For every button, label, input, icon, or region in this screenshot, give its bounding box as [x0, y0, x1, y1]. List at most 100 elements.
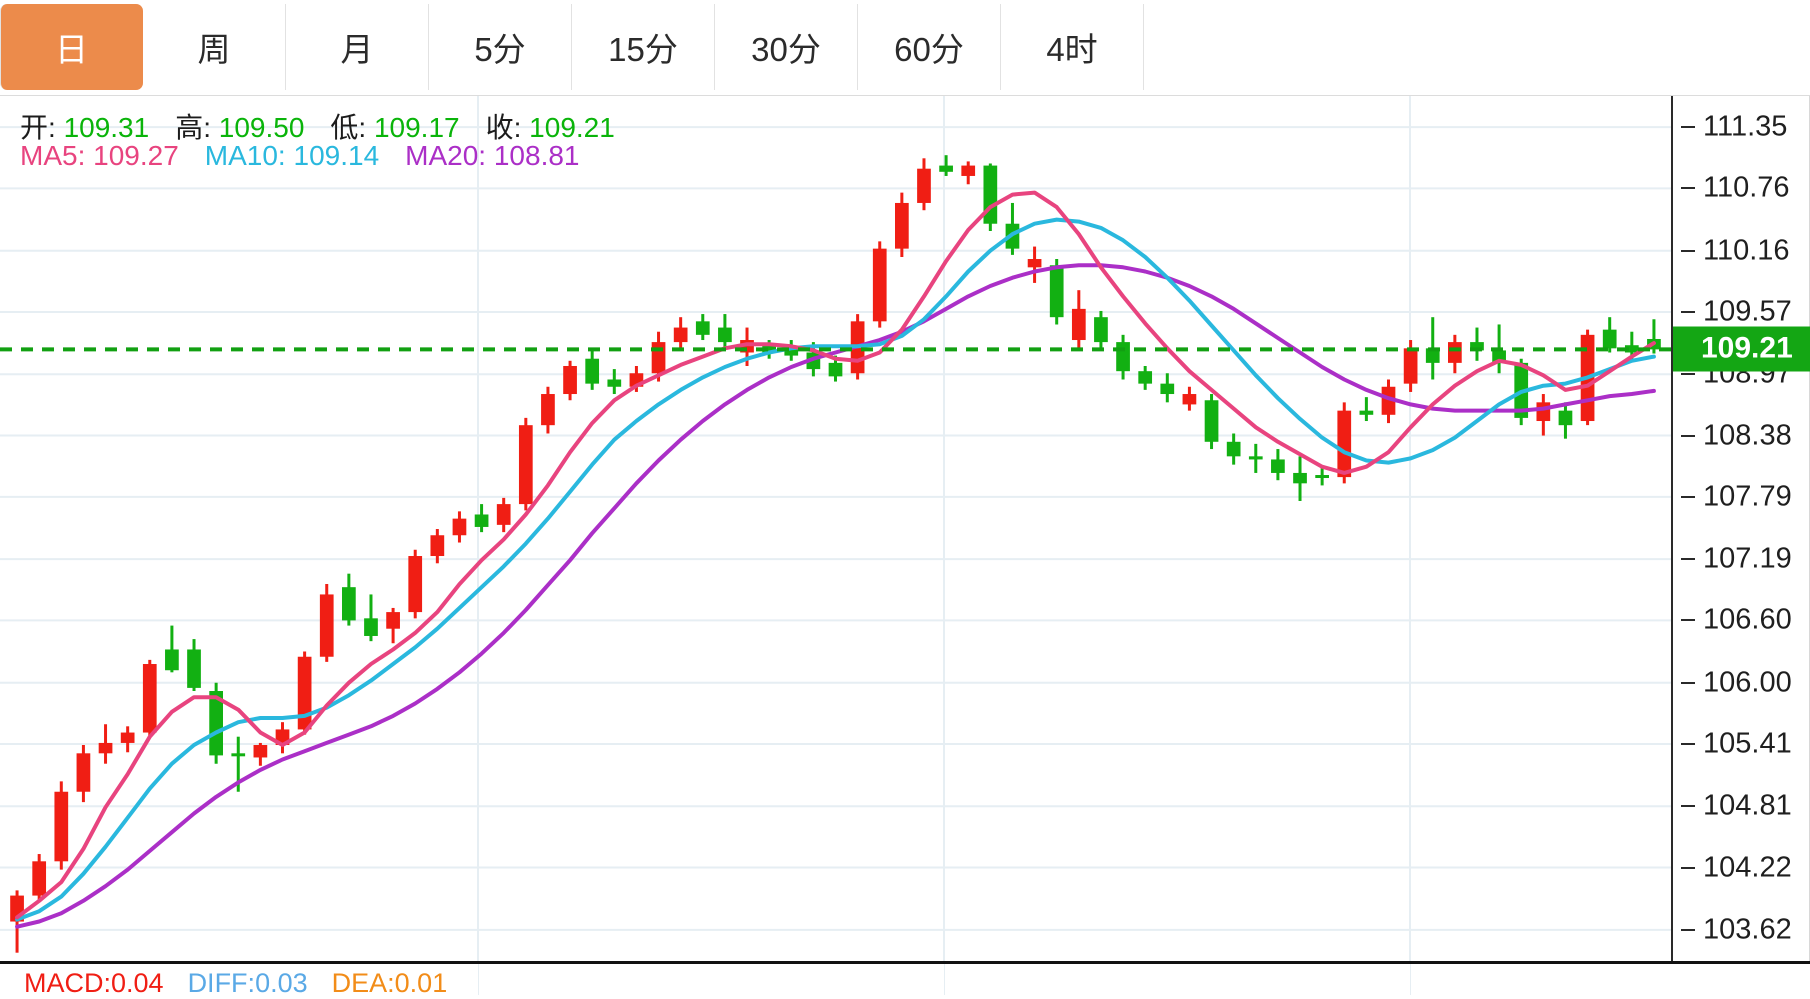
period-tab-2[interactable]: 月: [286, 4, 429, 90]
ma20-value: 108.81: [493, 140, 580, 171]
candlestick: [319, 584, 334, 662]
candlestick: [1226, 433, 1241, 465]
period-tab-label: 周: [197, 31, 231, 68]
ma10-value: 109.14: [293, 140, 380, 171]
candlestick: [386, 607, 400, 644]
axis-tick: [1681, 681, 1695, 684]
candlestick: [1005, 202, 1020, 255]
candlestick: [1027, 246, 1042, 283]
candlestick: [872, 241, 887, 328]
candlestick: [54, 781, 69, 870]
candlestick: [1315, 466, 1329, 486]
axis-tick-label: 109.57: [1703, 295, 1792, 328]
axis-tick-label: 107.79: [1703, 480, 1792, 513]
macd-legend: MACD:0.04 DIFF:0.03 DEA:0.01: [24, 968, 471, 999]
candlestick: [1448, 334, 1462, 374]
candlestick: [32, 854, 47, 901]
ma10-label: MA10:: [204, 140, 286, 171]
axis-tick-label: 108.38: [1703, 419, 1792, 452]
candlestick: [961, 161, 976, 185]
open-value: 109.31: [63, 112, 150, 143]
candlestick: [1094, 310, 1108, 349]
macd-value: 0.04: [111, 968, 164, 998]
axis-tick: [1681, 928, 1695, 931]
axis-tick-label: 106.60: [1703, 603, 1792, 636]
candlestick: [10, 890, 24, 953]
ma5-line: [15, 190, 1656, 920]
tabbar-spacer: [1144, 4, 1810, 90]
candlestick: [1359, 397, 1374, 422]
candlestick: [474, 504, 489, 533]
candlestick: [364, 594, 378, 642]
candlestick: [1138, 365, 1153, 390]
high-label: 高:: [175, 112, 211, 143]
candlestick: [1293, 456, 1307, 501]
candlestick: [607, 369, 622, 395]
price-axis: 111.35 110.76 110.16 109.57 108.97 108.38 107.…: [1673, 96, 1810, 961]
candlestick: [784, 340, 799, 361]
axis-tick: [1681, 310, 1695, 313]
period-tab-0[interactable]: 日: [0, 4, 143, 90]
period-tab-7[interactable]: 4时: [1001, 4, 1144, 90]
vertical-gridline: [478, 964, 479, 995]
candlestick: [1248, 443, 1263, 473]
period-tab-label: 月: [340, 31, 374, 68]
axis-tick-label: 107.19: [1703, 542, 1792, 575]
candlestick: [1337, 402, 1352, 484]
candlestick: [165, 625, 179, 673]
candlestick-plot-area[interactable]: 开: 109.31 高: 109.50 低: 109.17 收: 109.21 MA5…: [0, 96, 1673, 961]
axis-tick-label: 110.16: [1703, 234, 1790, 267]
period-tab-3[interactable]: 5分: [429, 4, 572, 90]
period-tabbar: 日 周 月 5分 15分 30分 60分 4时: [0, 4, 1810, 96]
low-value: 109.17: [373, 112, 460, 143]
axis-tick: [1681, 866, 1695, 869]
axis-tick-label: 106.00: [1703, 666, 1792, 699]
candlestick: [1470, 327, 1484, 361]
candlestick: [1071, 290, 1086, 349]
macd-label: MACD:: [24, 968, 111, 998]
candlestick: [895, 192, 909, 257]
axis-tick: [1681, 126, 1695, 129]
candlestick: [939, 155, 953, 176]
axis-tick: [1681, 373, 1695, 376]
vertical-gridline: [1410, 964, 1411, 995]
candlestick: [98, 724, 113, 764]
diff-label: DIFF:: [187, 968, 256, 998]
axis-tick-label: 104.81: [1703, 789, 1792, 822]
candlestick: [142, 659, 157, 737]
candlestick: [452, 511, 467, 543]
period-tab-1[interactable]: 周: [143, 4, 286, 90]
candlestick: [275, 722, 290, 754]
axis-tick: [1681, 805, 1695, 808]
period-tab-label: 日: [55, 31, 88, 68]
candlestick: [297, 651, 312, 735]
axis-tick: [1681, 187, 1695, 190]
axis-tick: [1681, 619, 1695, 622]
axis-tick-label: 105.41: [1703, 727, 1792, 760]
candlestick: [673, 317, 688, 349]
ma10-line: [15, 217, 1656, 922]
ma5-value: 109.27: [93, 140, 179, 171]
axis-tick: [1681, 249, 1695, 252]
period-tab-label: 30分: [751, 31, 821, 68]
candlestick: [1182, 386, 1197, 411]
candlestick: [1049, 259, 1064, 325]
close-value: 109.21: [529, 112, 615, 143]
candlestick: [563, 360, 577, 401]
candlestick: [1558, 402, 1573, 439]
dea-value: 0.01: [394, 968, 448, 998]
axis-tick-label: 111.35: [1703, 110, 1788, 143]
period-tab-6[interactable]: 60分: [858, 4, 1001, 90]
axis-tick: [1681, 558, 1695, 561]
candlestick: [1381, 379, 1396, 424]
macd-panel: MACD:0.04 DIFF:0.03 DEA:0.01: [0, 961, 1810, 998]
period-tab-5[interactable]: 30分: [715, 4, 858, 90]
period-tab-4[interactable]: 15分: [572, 4, 715, 90]
axis-tick: [1681, 495, 1695, 498]
candlestick: [76, 745, 91, 803]
candlestick: [209, 682, 223, 764]
candlestick: [695, 314, 710, 341]
candlestick: [917, 158, 931, 211]
candlestick: [408, 549, 423, 619]
